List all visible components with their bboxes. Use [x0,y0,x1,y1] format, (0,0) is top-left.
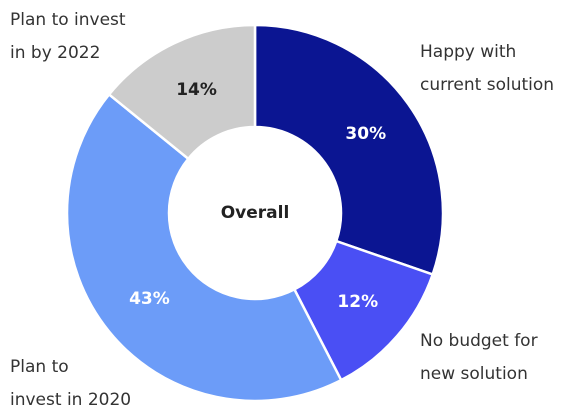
category-label: Happy with [420,42,516,62]
value-label: 43% [129,289,170,309]
donut-slice [107,23,257,161]
category-label: No budget for [420,331,538,351]
slices [65,23,445,403]
labels: 30% Happy with current solution 12% No budge… [10,10,554,410]
category-label: invest in 2020 [10,390,131,410]
value-label: 12% [337,292,378,312]
value-label: 14% [176,80,217,100]
category-label: in by 2022 [10,43,100,63]
donut-slice [65,92,343,403]
category-label: Plan to invest [10,10,126,30]
category-label: new solution [420,364,528,384]
donut-slice [253,23,445,277]
category-label: Plan to [10,357,69,377]
center-label: Overall [221,203,290,223]
value-label: 30% [345,124,386,144]
category-label: current solution [420,75,554,95]
